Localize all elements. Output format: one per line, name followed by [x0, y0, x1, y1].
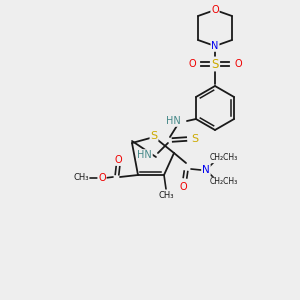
Text: CH₃: CH₃ [158, 190, 174, 200]
Text: CH₂CH₃: CH₂CH₃ [210, 178, 238, 187]
Text: S: S [150, 131, 158, 141]
Text: CH₂CH₃: CH₂CH₃ [210, 154, 238, 163]
Text: S: S [191, 134, 199, 144]
Text: O: O [114, 155, 122, 165]
Text: S: S [211, 58, 219, 70]
Text: O: O [188, 59, 196, 69]
Text: HN: HN [166, 116, 181, 126]
Text: CH₃: CH₃ [73, 173, 89, 182]
Text: HN: HN [137, 150, 152, 160]
Text: N: N [211, 41, 219, 51]
Text: O: O [179, 182, 187, 192]
Text: O: O [234, 59, 242, 69]
Text: O: O [98, 173, 106, 183]
Text: N: N [202, 165, 210, 175]
Text: O: O [211, 5, 219, 15]
